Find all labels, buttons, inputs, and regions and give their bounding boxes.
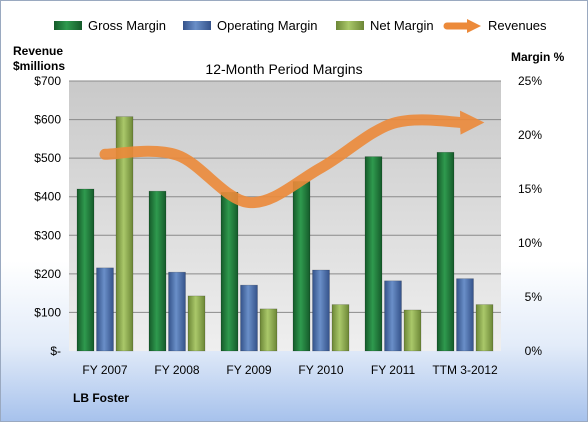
legend-item-operating-margin: Operating Margin	[183, 18, 317, 33]
left-axis-label-line1: Revenue	[13, 44, 63, 58]
left-tick-label: $600	[34, 113, 61, 127]
legend-label-net-margin: Net Margin	[370, 18, 434, 33]
legend-item-revenues: Revenues	[443, 18, 547, 33]
bar-gross-margin-fy-2008	[148, 190, 167, 352]
left-tick-label: $200	[34, 267, 61, 281]
legend: Gross Margin Operating Margin Net Margin…	[54, 18, 547, 33]
revenues-line	[99, 110, 485, 209]
right-axis-label: Margin %	[511, 50, 565, 64]
bar-net-margin-fy-2011	[403, 309, 422, 352]
category-label-ttm-3-2012: TTM 3-2012	[432, 363, 498, 377]
left-tick-label: $100	[34, 305, 61, 319]
right-tick-label: 0%	[525, 344, 543, 358]
category-label-fy-2011: FY 2011	[371, 363, 416, 377]
right-tick-label: 5%	[525, 290, 543, 304]
bar-net-margin-fy-2009	[259, 308, 278, 352]
category-label-fy-2009: FY 2009	[226, 363, 271, 377]
bar-gross-margin-ttm-3-2012	[436, 151, 455, 352]
left-tick-label: $500	[34, 151, 61, 165]
legend-swatch-operating-margin	[183, 21, 211, 30]
legend-item-net-margin: Net Margin	[336, 18, 434, 33]
bar-net-margin-fy-2008	[187, 295, 206, 352]
legend-arrow-icon	[467, 19, 481, 33]
bar-net-margin-ttm-3-2012	[475, 304, 494, 352]
company-name: LB Foster	[73, 391, 129, 405]
category-label-fy-2008: FY 2008	[154, 363, 199, 377]
bar-operating-margin-fy-2008	[168, 271, 186, 352]
bar-gross-margin-fy-2007	[76, 188, 95, 352]
category-label-fy-2010: FY 2010	[298, 363, 343, 377]
right-tick-label: 15%	[518, 182, 542, 196]
category-label-fy-2007: FY 2007	[82, 363, 127, 377]
bar-gross-margin-fy-2011	[364, 156, 383, 352]
legend-item-gross-margin: Gross Margin	[54, 18, 166, 33]
bar-operating-margin-fy-2011	[384, 280, 402, 352]
legend-label-revenues: Revenues	[488, 18, 547, 33]
bar-gross-margin-fy-2010	[292, 181, 311, 352]
left-tick-label: $400	[34, 190, 61, 204]
legend-swatch-net-margin	[336, 21, 364, 30]
left-tick-label: $300	[34, 228, 61, 242]
legend-label-operating-margin: Operating Margin	[217, 18, 317, 33]
bar-operating-margin-fy-2007	[96, 267, 114, 352]
bar-operating-margin-ttm-3-2012	[456, 278, 474, 352]
left-tick-label: $-	[50, 344, 61, 358]
legend-label-gross-margin: Gross Margin	[88, 18, 166, 33]
chart-title: 12-Month Period Margins	[205, 61, 362, 77]
left-axis-label-line2: $millions	[13, 59, 65, 73]
plot-area	[69, 81, 501, 351]
right-tick-label: 25%	[518, 74, 542, 88]
bar-net-margin-fy-2007	[115, 116, 134, 352]
right-tick-label: 10%	[518, 236, 542, 250]
bar-net-margin-fy-2010	[331, 304, 350, 352]
bar-operating-margin-fy-2010	[312, 269, 330, 352]
bar-operating-margin-fy-2009	[240, 284, 258, 352]
left-tick-label: $700	[34, 74, 61, 88]
bar-gross-margin-fy-2009	[220, 191, 239, 352]
right-tick-label: 20%	[518, 128, 542, 142]
legend-swatch-gross-margin	[54, 21, 82, 30]
